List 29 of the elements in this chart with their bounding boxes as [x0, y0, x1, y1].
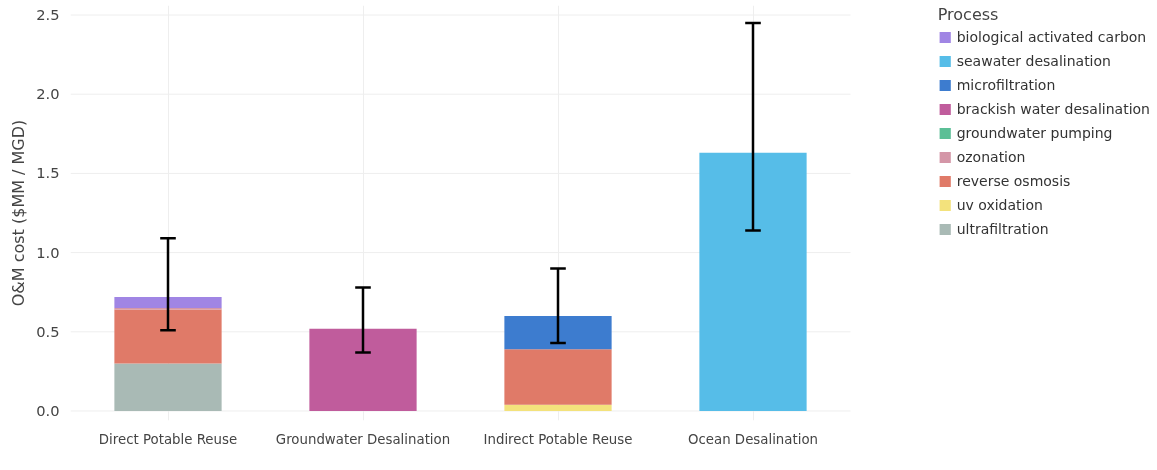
- legend-label: ozonation: [956, 149, 1026, 165]
- x-tick-label: Direct Potable Reuse: [98, 431, 238, 447]
- x-tick-label: Ocean Desalination: [688, 431, 818, 447]
- y-tick-label: 2.5: [36, 6, 60, 23]
- bar: [114, 309, 222, 364]
- legend-label: microfiltration: [956, 77, 1056, 93]
- bar: [699, 152, 807, 411]
- bar: [309, 328, 417, 411]
- y-tick-label: 0.0: [36, 402, 60, 419]
- bar: [504, 315, 612, 350]
- legend-label: biological activated carbon: [956, 29, 1147, 45]
- bar: [504, 349, 612, 405]
- x-tick-label: Groundwater Desalination: [275, 431, 451, 447]
- x-tick-label: Indirect Potable Reuse: [483, 431, 633, 447]
- legend-label: uv oxidation: [956, 197, 1043, 213]
- bar: [114, 296, 222, 309]
- y-tick-label: 1.5: [36, 164, 60, 182]
- legend-label: groundwater pumping: [956, 125, 1113, 141]
- legend-label: seawater desalination: [956, 53, 1111, 69]
- legend-label: ultrafiltration: [956, 221, 1049, 237]
- legend-label: reverse osmosis: [956, 173, 1071, 189]
- y-axis-title: O&M cost ($MM / MGD): [9, 119, 29, 307]
- legend-title: Process: [937, 5, 1000, 24]
- bar: [504, 404, 612, 411]
- y-tick-label: 1.0: [36, 243, 60, 261]
- bar: [114, 363, 222, 411]
- legend-label: brackish water desalination: [956, 101, 1150, 117]
- y-tick-label: 0.5: [36, 322, 60, 340]
- y-tick-label: 2.0: [36, 85, 60, 103]
